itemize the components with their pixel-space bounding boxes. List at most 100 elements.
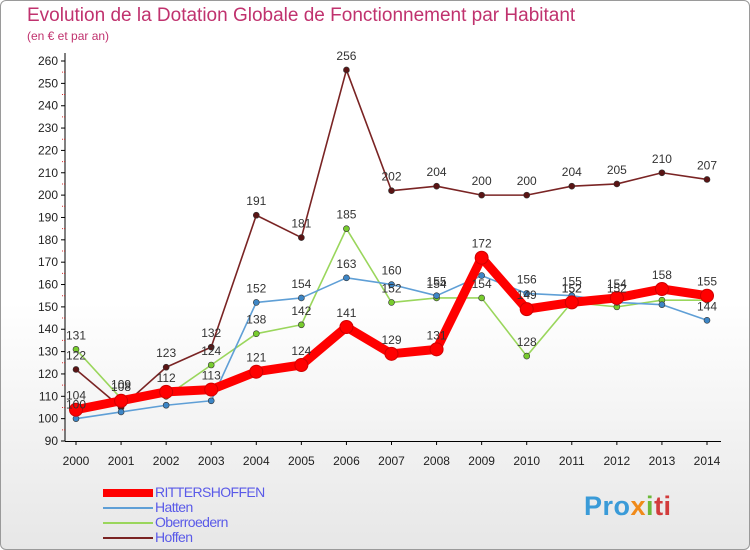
data-label-oberroedern: 142 (291, 304, 311, 318)
data-label-rittershoffen: 104 (66, 389, 86, 403)
chart-axes: 90 100 110 120 130 140 150 160 170 180 190 200 210 22… (38, 53, 721, 468)
data-label-layer: 122 123 132 191 181 256 202 204 200 200 204 205 210 2… (66, 49, 717, 412)
data-label-hatten: 156 (517, 272, 537, 286)
data-point-hatten (298, 294, 305, 302)
y-tick-label: 180 (38, 233, 58, 247)
data-label-hoffen: 132 (201, 326, 221, 340)
data-point-rittershoffen (429, 342, 444, 357)
series-layer (69, 66, 714, 422)
data-point-hatten (433, 292, 440, 300)
legend-label: Hatten (155, 499, 193, 515)
data-point-oberroedern (478, 294, 485, 302)
data-point-hoffen (433, 182, 440, 190)
data-label-oberroedern: 109 (111, 378, 131, 392)
data-point-rittershoffen (294, 358, 309, 372)
x-tick-label: 2003 (198, 454, 225, 468)
data-point-oberroedern (343, 225, 350, 232)
logo-part-i: i (646, 491, 655, 521)
chart-title: Evolution de la Dotation Globale de Fonc… (27, 5, 576, 26)
data-point-rittershoffen (339, 320, 354, 334)
data-point-oberroedern (298, 321, 305, 329)
x-tick-label: 2012 (604, 454, 631, 468)
data-point-rittershoffen (159, 384, 174, 399)
data-label-rittershoffen: 124 (291, 344, 311, 358)
y-tick-label: 110 (39, 389, 58, 403)
data-point-rittershoffen (69, 402, 83, 417)
y-tick-label: 100 (38, 412, 58, 426)
data-label-hoffen: 200 (472, 174, 492, 188)
data-point-rittershoffen (700, 288, 714, 303)
chart-subtitle: (en € et par an) (27, 29, 110, 43)
data-label-hoffen: 122 (66, 348, 86, 362)
data-label-hoffen: 181 (291, 217, 311, 231)
data-point-hoffen (343, 66, 350, 74)
line-chart: 90 100 110 120 130 140 150 160 170 180 190 200 210 22… (38, 49, 721, 468)
data-point-hatten (162, 401, 170, 409)
data-label-oberroedern: 124 (201, 344, 221, 358)
data-label-rittershoffen: 113 (202, 369, 221, 383)
data-point-hatten (207, 397, 215, 405)
data-label-hatten: 144 (697, 299, 717, 313)
data-point-oberroedern (388, 299, 395, 306)
y-tick-label: 220 (38, 143, 58, 157)
y-tick-label: 250 (38, 76, 58, 90)
y-tick-label: 200 (38, 188, 58, 202)
data-label-oberroedern: 154 (472, 277, 492, 291)
data-point-hoffen (478, 191, 485, 199)
legend-label: Oberroedern (155, 514, 228, 530)
data-point-hatten (478, 272, 485, 279)
x-tick-label: 2006 (333, 454, 360, 468)
x-tick-label: 2008 (423, 454, 450, 468)
data-point-hatten (117, 408, 125, 416)
x-tick-label: 2004 (243, 454, 270, 468)
data-point-rittershoffen (564, 295, 579, 310)
data-point-hatten (388, 281, 395, 288)
y-tick-label: 190 (38, 210, 58, 224)
data-point-hoffen (72, 366, 80, 373)
data-point-rittershoffen (384, 346, 399, 361)
data-label-hatten: 160 (381, 264, 401, 278)
data-point-oberroedern (207, 361, 215, 369)
data-label-hoffen: 204 (562, 165, 582, 179)
data-label-rittershoffen: 149 (517, 288, 537, 302)
data-label-oberroedern: 152 (381, 281, 401, 295)
logo-part-pro: Pro (584, 491, 631, 521)
legend-label: Hoffen (155, 529, 193, 545)
y-tick-label: 120 (38, 367, 58, 381)
data-label-hatten: 152 (607, 281, 627, 295)
data-point-hoffen (568, 182, 576, 190)
x-tick-label: 2005 (288, 454, 315, 468)
data-point-oberroedern (72, 346, 80, 353)
data-label-hatten: 155 (562, 275, 582, 289)
data-point-hoffen (162, 363, 170, 371)
y-tick-label: 90 (45, 434, 59, 448)
data-label-rittershoffen: 154 (607, 277, 627, 291)
data-label-hoffen: 256 (336, 49, 356, 63)
x-tick-label: 2010 (513, 454, 540, 468)
data-label-rittershoffen: 152 (562, 281, 582, 295)
y-tick-label: 260 (38, 54, 58, 68)
y-tick-label: 240 (38, 99, 58, 113)
data-label-oberroedern: 154 (427, 277, 447, 291)
x-tick-label: 2011 (559, 454, 585, 468)
proxiti-logo: Proxiti (584, 491, 672, 522)
data-label-hoffen: 200 (517, 174, 537, 188)
logo-part-x: x (630, 491, 647, 521)
data-label-hoffen: 207 (697, 158, 717, 172)
data-point-hatten (703, 316, 711, 324)
legend-swatch (103, 537, 153, 539)
data-point-rittershoffen (609, 290, 624, 305)
data-point-rittershoffen (204, 382, 219, 397)
data-label-rittershoffen: 108 (111, 380, 131, 394)
x-tick-label: 2009 (468, 454, 495, 468)
data-point-hoffen (207, 343, 215, 351)
data-point-rittershoffen (654, 282, 669, 296)
data-point-rittershoffen (519, 302, 534, 317)
data-label-hoffen: 123 (156, 346, 176, 360)
data-label-hoffen: 205 (607, 163, 627, 177)
data-point-hatten (658, 301, 666, 308)
data-label-rittershoffen: 131 (427, 328, 447, 342)
data-label-oberroedern: 128 (517, 335, 537, 349)
data-label-hatten: 154 (291, 277, 311, 291)
